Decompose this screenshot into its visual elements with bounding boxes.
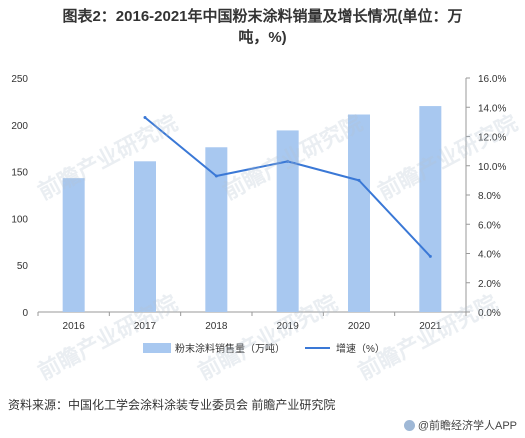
x-tick-label: 2020 bbox=[348, 321, 371, 332]
chart-title-line2: 吨，%) bbox=[238, 29, 287, 46]
legend-bar-swatch bbox=[143, 343, 171, 353]
y-left-tick-label: 0 bbox=[22, 308, 28, 319]
y-right-tick-label: 4.0% bbox=[478, 250, 501, 261]
y-left-tick-label: 250 bbox=[11, 74, 28, 85]
x-tick-label: 2017 bbox=[134, 321, 157, 332]
chart-title-line1: 图表2：2016-2021年中国粉末涂料销量及增长情况(单位：万 bbox=[62, 8, 463, 25]
x-tick-label: 2016 bbox=[63, 321, 86, 332]
growth-point bbox=[286, 159, 290, 163]
y-right-tick-label: 2.0% bbox=[478, 279, 501, 290]
qianzhan-logo-icon bbox=[403, 419, 415, 431]
credit-text: @前瞻经济学人APP bbox=[417, 420, 517, 432]
x-tick-label: 2019 bbox=[277, 321, 300, 332]
y-right-tick-label: 8.0% bbox=[478, 191, 501, 202]
x-tick-label: 2018 bbox=[205, 321, 228, 332]
bar bbox=[205, 147, 228, 312]
y-left-tick-label: 200 bbox=[11, 121, 28, 132]
y-right-tick-label: 14.0% bbox=[478, 103, 506, 114]
legend-bar-label: 粉末涂料销售量（万吨） bbox=[175, 342, 285, 355]
y-right-tick-label: 0.0% bbox=[478, 308, 501, 319]
growth-point bbox=[143, 115, 147, 119]
bar bbox=[276, 130, 299, 312]
growth-point bbox=[428, 254, 432, 258]
y-right-tick-label: 12.0% bbox=[478, 133, 506, 144]
y-right-tick-label: 6.0% bbox=[478, 220, 501, 231]
bar bbox=[62, 178, 85, 312]
y-right-tick-label: 10.0% bbox=[478, 162, 506, 173]
chart-title: 图表2：2016-2021年中国粉末涂料销量及增长情况(单位：万 吨，%) bbox=[0, 6, 525, 48]
source-note: 资料来源：中国化工学会涂料涂装专业委员会 前瞻产业研究院 bbox=[8, 398, 336, 412]
bar bbox=[348, 114, 370, 312]
chart: 0 50 100 150 200 250 0.0% 2.0% 4.0% 6.0% 8.0% 10.0%… bbox=[11, 74, 506, 355]
legend-line-label: 增速（%） bbox=[336, 342, 385, 355]
credit: @前瞻经济学人APP bbox=[403, 417, 517, 433]
bar bbox=[134, 161, 156, 312]
growth-point bbox=[214, 174, 218, 178]
growth-point bbox=[357, 178, 361, 182]
x-tick-label: 2021 bbox=[419, 321, 442, 332]
bar bbox=[419, 106, 442, 312]
y-left-tick-label: 50 bbox=[17, 261, 29, 272]
y-left-tick-label: 100 bbox=[11, 214, 28, 225]
y-left-tick-label: 150 bbox=[11, 168, 28, 179]
y-right-tick-label: 16.0% bbox=[478, 74, 506, 85]
